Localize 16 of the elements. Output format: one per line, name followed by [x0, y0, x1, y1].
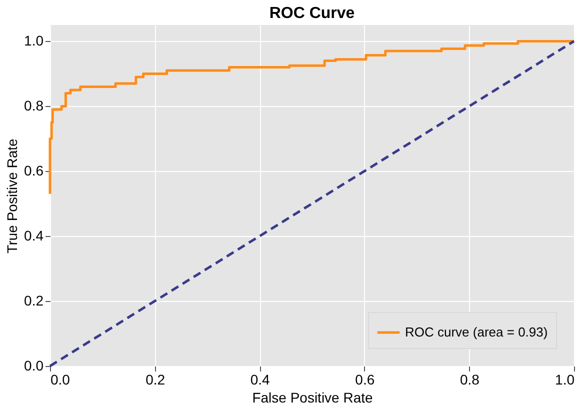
x-tick-label: 0.4 [250, 372, 270, 388]
y-tick-label: 0.6 [24, 162, 44, 179]
chart-title: ROC Curve [269, 5, 355, 22]
y-tick-label: 0.4 [24, 228, 44, 244]
x-tick-label: 1.0 [555, 372, 575, 388]
y-tick-label: 0.8 [24, 98, 44, 114]
y-tick-label: 0.2 [24, 292, 44, 309]
x-tick-label: 0.6 [355, 372, 375, 388]
x-axis-title: False Positive Rate [252, 390, 374, 406]
x-tick-label: 0.2 [146, 372, 166, 388]
x-tick-label: 0.0 [50, 372, 70, 388]
y-tick-label: 0.0 [24, 358, 44, 374]
x-tick-label: 0.8 [460, 372, 480, 388]
y-axis-title: True Positive Rate [4, 138, 20, 254]
legend-label: ROC curve (area = 0.93) [405, 324, 548, 340]
y-tick-label: 1.0 [24, 32, 44, 49]
